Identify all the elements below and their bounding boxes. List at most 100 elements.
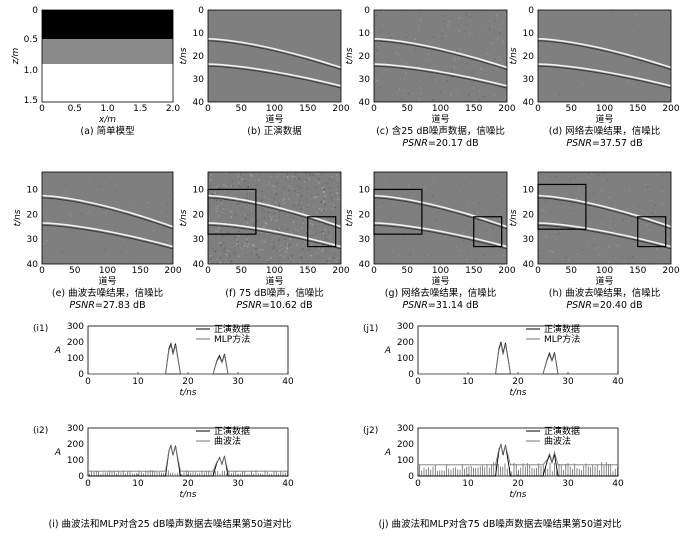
noise-speck bbox=[651, 242, 653, 244]
noise-speck bbox=[130, 202, 132, 205]
noise-speck bbox=[247, 234, 250, 236]
noise-speck bbox=[274, 190, 276, 193]
xtick: 50 bbox=[402, 104, 414, 114]
noise-speck bbox=[330, 239, 332, 241]
noise-speck bbox=[459, 191, 461, 193]
noise-speck bbox=[286, 228, 288, 231]
noise-speck bbox=[496, 66, 498, 68]
noise-speck bbox=[598, 253, 600, 256]
noise-speck bbox=[317, 246, 320, 249]
layer-2 bbox=[42, 39, 173, 64]
gpr-image bbox=[374, 10, 507, 102]
noise-speck bbox=[269, 226, 272, 228]
noise-speck bbox=[405, 212, 407, 214]
noise-speck bbox=[295, 201, 298, 204]
noise-speck bbox=[587, 245, 590, 248]
noise-speck bbox=[304, 242, 306, 244]
noise-speck bbox=[215, 230, 217, 232]
noise-speck bbox=[251, 175, 254, 177]
noise-speck bbox=[502, 39, 505, 42]
noise-speck bbox=[500, 42, 502, 44]
noise-speck bbox=[250, 209, 253, 212]
noise-speck bbox=[248, 243, 250, 245]
noise-speck bbox=[663, 22, 666, 24]
ytick: 200 bbox=[397, 338, 414, 348]
noise-speck bbox=[152, 229, 155, 232]
noise-speck bbox=[275, 201, 277, 203]
noise-speck bbox=[230, 260, 233, 262]
noise-speck bbox=[478, 90, 481, 92]
ytick: 20 bbox=[523, 210, 535, 220]
noise-speck bbox=[477, 75, 480, 77]
noise-speck bbox=[411, 93, 414, 95]
noise-speck bbox=[424, 262, 427, 264]
noise-speck bbox=[298, 204, 300, 206]
xtick: 0 bbox=[205, 104, 211, 114]
xtick: 100 bbox=[432, 104, 449, 114]
noise-speck bbox=[329, 203, 331, 205]
noise-speck bbox=[298, 241, 300, 244]
noise-speck bbox=[433, 73, 435, 76]
noise-speck bbox=[229, 177, 231, 180]
noise-speck bbox=[259, 199, 262, 201]
reflection-2 bbox=[537, 63, 672, 87]
noise-speck bbox=[443, 73, 445, 75]
noise-speck bbox=[289, 230, 291, 232]
noise-speck bbox=[312, 205, 314, 208]
noise-speck bbox=[465, 258, 468, 261]
noise-speck bbox=[132, 229, 135, 232]
noise-speck bbox=[402, 89, 405, 92]
noise-speck bbox=[462, 89, 464, 91]
noise-speck bbox=[448, 206, 451, 208]
noise-speck bbox=[233, 253, 235, 255]
noise-speck bbox=[214, 250, 216, 253]
noise-speck bbox=[268, 260, 270, 263]
noise-speck bbox=[247, 245, 249, 248]
noise-speck bbox=[97, 240, 99, 243]
noise-speck bbox=[284, 172, 286, 175]
noise-speck bbox=[222, 252, 225, 255]
noise-speck bbox=[400, 35, 403, 37]
noise-speck bbox=[555, 31, 557, 33]
noise-speck bbox=[225, 172, 227, 174]
noise-speck bbox=[394, 227, 396, 230]
noise-speck bbox=[453, 59, 456, 62]
noise-speck bbox=[611, 13, 613, 15]
noise-speck bbox=[280, 259, 283, 262]
noise-speck bbox=[279, 179, 281, 182]
noise-speck bbox=[654, 204, 656, 206]
noise-speck bbox=[619, 245, 621, 247]
noise-speck bbox=[604, 228, 607, 230]
noise-speck bbox=[43, 225, 46, 227]
noise-speck bbox=[264, 209, 266, 211]
noise-speck bbox=[423, 97, 425, 99]
noise-speck bbox=[415, 51, 417, 53]
noise-speck bbox=[458, 57, 460, 59]
noise-speck bbox=[275, 216, 277, 218]
ytick: 0 bbox=[364, 6, 370, 16]
noise-speck bbox=[286, 246, 288, 249]
noise-speck bbox=[225, 253, 228, 256]
noise-speck bbox=[643, 28, 645, 31]
noise-speck bbox=[301, 227, 303, 229]
noise-speck bbox=[593, 222, 595, 224]
panel-g: 0 50 100 150 200 10 20 30 40 道号 t/ns (g) 网络去噪结果，信噪比… bbox=[345, 171, 516, 311]
legend-label: 正演数据 bbox=[214, 425, 250, 437]
noise-speck bbox=[115, 195, 117, 198]
noise-speck bbox=[594, 248, 597, 250]
noise-speck bbox=[380, 86, 382, 89]
noise-speck bbox=[443, 25, 446, 27]
ytick: 30 bbox=[523, 235, 535, 245]
noise-speck bbox=[213, 199, 216, 201]
noise-speck bbox=[291, 172, 293, 174]
noise-speck bbox=[401, 14, 403, 17]
noise-speck bbox=[236, 201, 238, 203]
noise-speck bbox=[220, 199, 222, 202]
noise-speck bbox=[88, 211, 91, 214]
ytick: 10 bbox=[523, 29, 535, 39]
noise-speck bbox=[648, 229, 651, 231]
noise-speck bbox=[603, 197, 605, 199]
noise-speck bbox=[265, 222, 268, 225]
noise-speck bbox=[251, 251, 253, 253]
noise-speck bbox=[308, 230, 310, 232]
